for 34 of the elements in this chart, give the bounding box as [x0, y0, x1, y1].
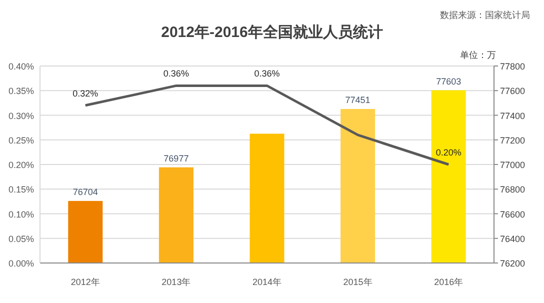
y-tick-label: 0.05%	[8, 234, 34, 244]
y-tick-label: 0.35%	[8, 86, 34, 96]
y-tick-label: 0.20%	[8, 160, 34, 170]
y-tick-label: 0.10%	[8, 209, 34, 220]
text: 单位：万	[460, 50, 496, 60]
y2-tick-label: 77400	[500, 110, 526, 121]
y-tick-label: 0.25%	[8, 135, 34, 146]
y2-tick-label: 76200	[500, 258, 526, 268]
data-label: 0.36%	[254, 68, 280, 79]
y-tick-label: 0.15%	[8, 184, 34, 195]
source-note: 数据来源：国家统计局	[440, 10, 530, 20]
y-tick-label: 0.00%	[8, 258, 34, 268]
y-tick-label: 0.30%	[8, 110, 34, 121]
y2-tick-label: 77200	[500, 135, 526, 146]
y2-tick-label: 77800	[500, 62, 526, 72]
data-label: 0.32%	[72, 88, 98, 98]
data-label: 76704	[72, 186, 98, 197]
y-tick-label: 0.40%	[8, 62, 34, 72]
x-tick-label: 2013年	[162, 277, 191, 287]
data-label: 76977	[164, 153, 189, 164]
x-tick-label: 2012年	[70, 277, 100, 287]
y2-tick-label: 76400	[500, 234, 526, 244]
y2-tick-label: 76800	[500, 184, 526, 195]
data-label: 0.20%	[436, 148, 462, 158]
chart-title: 2012年-2016年全国就业人员统计	[161, 24, 383, 41]
data-label: 0.36%	[163, 68, 189, 79]
y2-tick-label: 77000	[500, 160, 526, 170]
y2-tick-label: 77600	[500, 86, 526, 96]
x-tick-label: 2016年	[434, 277, 464, 287]
x-tick-label: 2014年	[252, 277, 282, 287]
x-tick-label: 2015年	[343, 277, 372, 287]
data-label: 77451	[345, 94, 370, 105]
data-label: 77603	[436, 76, 462, 86]
y2-tick-label: 76600	[500, 209, 526, 220]
